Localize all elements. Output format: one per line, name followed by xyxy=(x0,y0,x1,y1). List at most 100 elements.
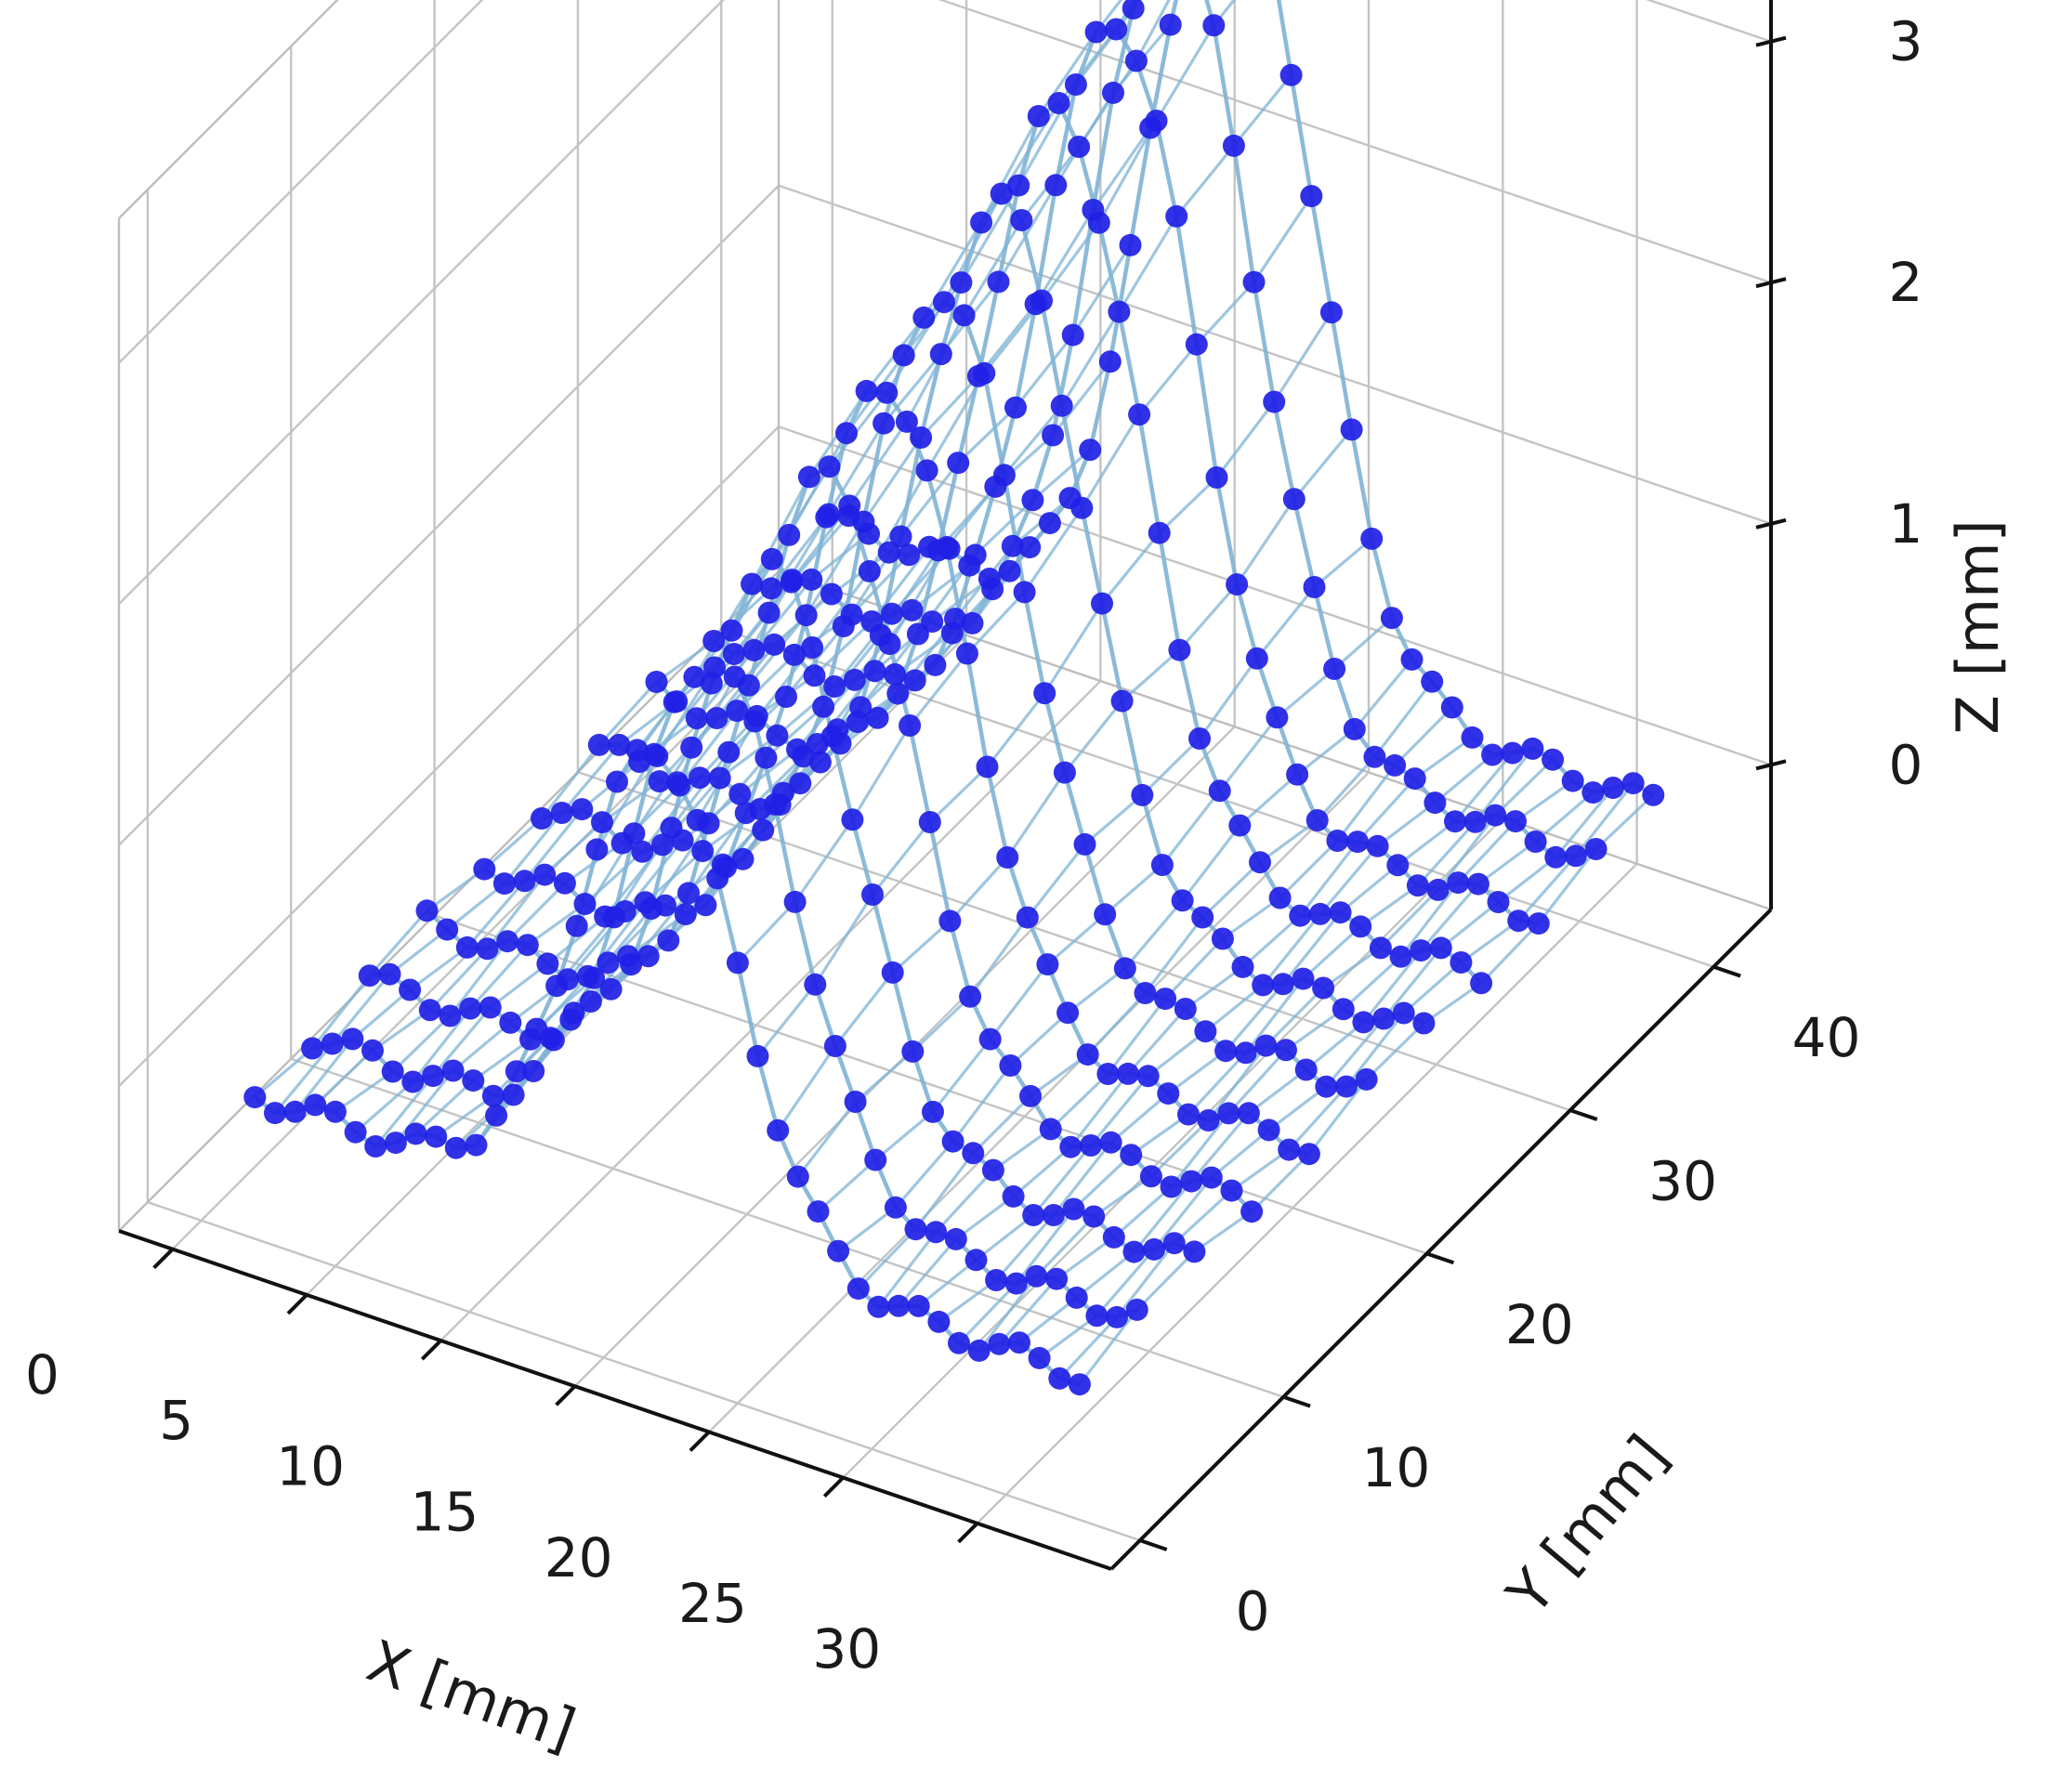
data-point xyxy=(1106,1305,1128,1328)
z-tick xyxy=(1755,759,1787,771)
data-point xyxy=(999,1054,1022,1077)
data-point xyxy=(1045,1267,1069,1290)
data-point xyxy=(827,1239,850,1262)
z-tick xyxy=(1755,35,1787,47)
data-point xyxy=(702,630,726,652)
grid-line xyxy=(976,862,1638,1524)
data-point xyxy=(650,833,674,857)
data-point xyxy=(910,426,933,449)
data-point xyxy=(1245,647,1268,670)
data-point xyxy=(803,664,826,687)
data-point xyxy=(873,412,896,435)
data-point xyxy=(964,543,987,567)
data-point xyxy=(1160,1175,1183,1198)
data-points xyxy=(243,0,1665,1396)
data-point xyxy=(742,638,766,661)
data-point xyxy=(358,964,381,988)
x-tick xyxy=(822,1476,845,1498)
data-point xyxy=(516,934,539,957)
data-point xyxy=(304,1093,327,1117)
data-point xyxy=(950,271,973,294)
data-point xyxy=(866,706,889,729)
data-point xyxy=(680,736,703,759)
data-point xyxy=(1096,1063,1120,1085)
data-point xyxy=(722,643,745,665)
data-point xyxy=(941,1130,964,1153)
data-point xyxy=(1171,889,1194,912)
data-point xyxy=(441,1059,465,1082)
data-point xyxy=(987,270,1010,294)
y-axis-label: Y [mm] xyxy=(1493,1422,1681,1628)
data-point xyxy=(1211,927,1234,950)
x-tick xyxy=(689,1431,711,1452)
data-point xyxy=(361,1039,384,1062)
data-point xyxy=(1177,1103,1200,1126)
data-point xyxy=(708,766,731,790)
data-point xyxy=(1079,438,1102,462)
data-point xyxy=(801,636,824,659)
data-point xyxy=(1621,772,1645,795)
data-point xyxy=(481,1084,505,1107)
data-point xyxy=(807,1200,830,1223)
data-point xyxy=(1021,489,1044,512)
data-point xyxy=(1406,874,1429,897)
data-point xyxy=(1145,110,1168,132)
data-point xyxy=(1150,854,1174,877)
data-point xyxy=(1360,527,1384,550)
data-point xyxy=(1237,1102,1260,1125)
data-point xyxy=(1386,854,1410,877)
data-point xyxy=(1082,1205,1106,1228)
data-point xyxy=(1581,781,1605,804)
data-point xyxy=(944,608,966,631)
data-point xyxy=(1080,1134,1102,1157)
data-point xyxy=(760,547,783,570)
data-point xyxy=(499,1011,522,1034)
data-point xyxy=(976,755,999,778)
data-point xyxy=(808,751,832,774)
data-point xyxy=(1303,576,1326,598)
data-point xyxy=(820,582,843,606)
data-point xyxy=(1102,1225,1125,1249)
x-tick xyxy=(420,1339,442,1361)
data-point xyxy=(1542,748,1565,771)
wire-row xyxy=(828,0,1655,797)
data-point xyxy=(562,1001,585,1025)
data-point xyxy=(728,782,752,805)
data-point xyxy=(1231,955,1254,978)
data-point xyxy=(1073,832,1096,856)
data-point xyxy=(767,1118,790,1142)
data-point xyxy=(1036,953,1059,976)
data-point xyxy=(1047,92,1070,114)
data-point xyxy=(401,1070,425,1093)
data-point xyxy=(1039,1118,1062,1141)
data-point xyxy=(1028,1346,1051,1369)
data-point xyxy=(1352,1011,1375,1034)
data-point xyxy=(573,893,597,915)
data-point xyxy=(880,602,903,625)
data-point xyxy=(754,746,778,769)
data-point xyxy=(1188,727,1211,750)
data-point xyxy=(502,1083,525,1106)
wire-column xyxy=(938,752,1515,1324)
data-point xyxy=(1242,270,1266,294)
data-point xyxy=(341,1027,364,1051)
data-point xyxy=(996,846,1019,869)
data-point xyxy=(608,733,631,756)
data-point xyxy=(1286,763,1309,786)
data-point xyxy=(990,182,1013,205)
data-point xyxy=(1105,18,1128,41)
data-point xyxy=(955,642,978,665)
z-tick-label: 1 xyxy=(1889,492,1923,556)
data-point xyxy=(915,459,938,482)
data-point xyxy=(606,770,628,793)
data-point xyxy=(1220,1179,1243,1202)
data-point xyxy=(1053,761,1076,784)
data-point xyxy=(364,1135,387,1158)
data-point xyxy=(1440,696,1463,719)
data-point xyxy=(781,569,804,592)
data-point xyxy=(1197,1109,1220,1131)
data-point xyxy=(645,671,668,693)
data-point xyxy=(1222,134,1245,157)
data-point xyxy=(685,707,708,730)
data-point xyxy=(602,906,625,929)
